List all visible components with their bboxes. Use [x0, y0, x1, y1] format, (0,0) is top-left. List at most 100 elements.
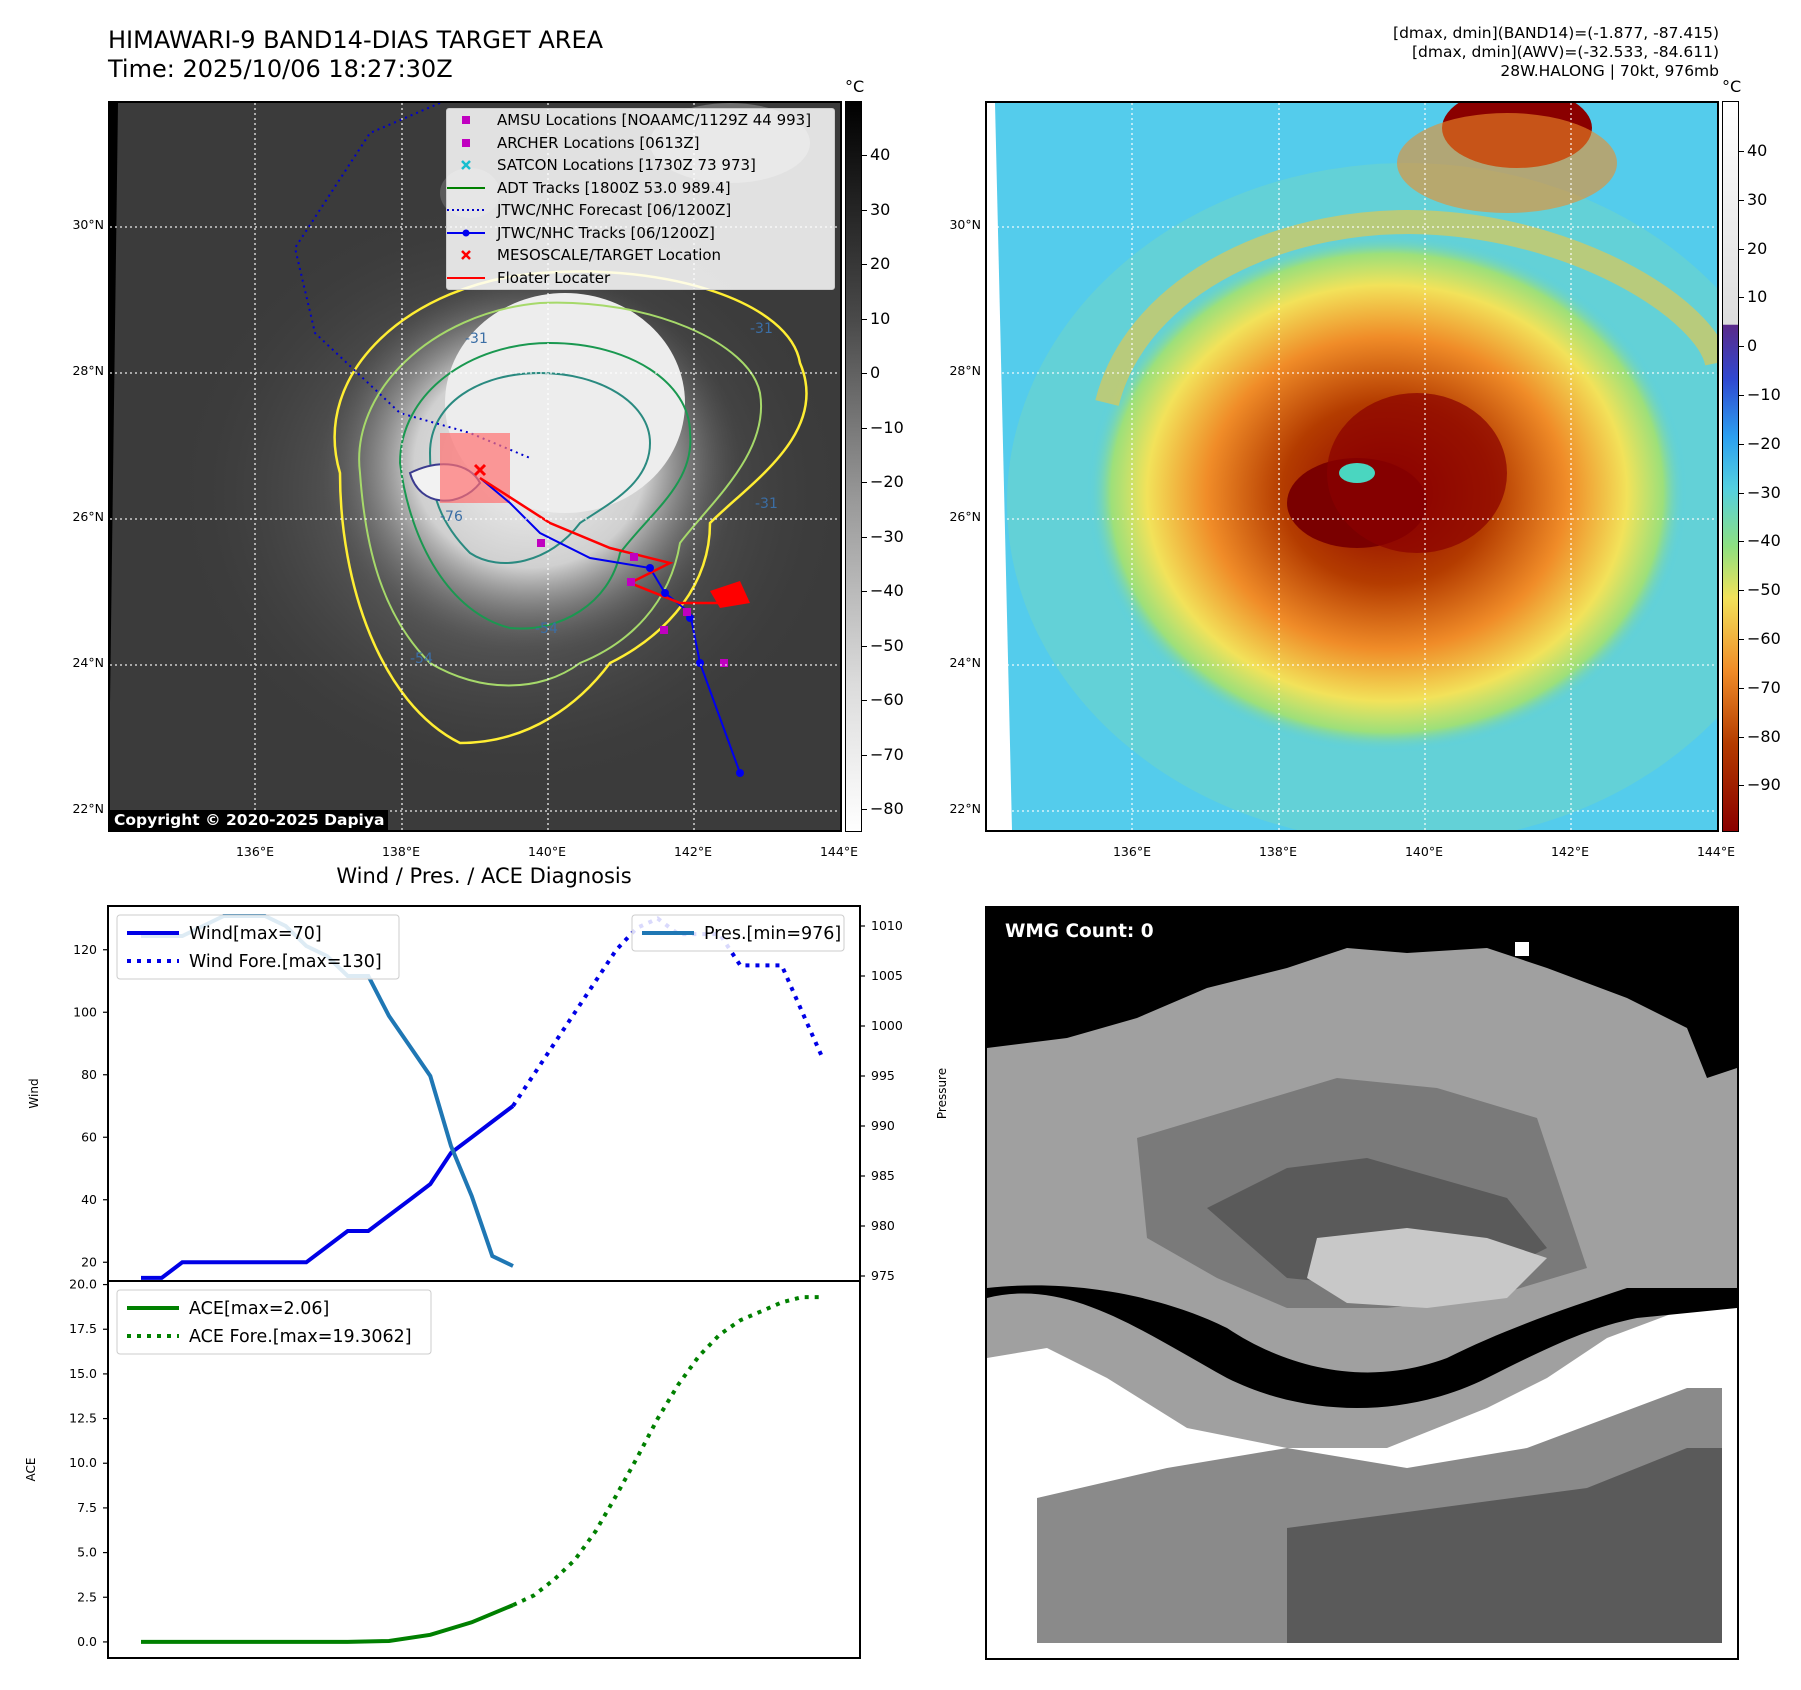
- colorbar-tick-mark: [862, 373, 867, 374]
- pressure-tick-label: 975: [871, 1268, 895, 1283]
- colorbar-tick-label: 0: [870, 363, 881, 382]
- info-storm: 28W.HALONG | 70kt, 976mb: [1500, 62, 1719, 80]
- colorbar-tick-label: −10: [1747, 385, 1781, 404]
- colorbar-tick-label: −50: [1747, 580, 1781, 600]
- ace-tick-label: 7.5: [77, 1500, 97, 1515]
- colorbar-tick-label: 40: [1747, 141, 1768, 160]
- pressure-tick-label: 1005: [871, 968, 903, 983]
- contour-label: -31: [465, 331, 488, 347]
- lat-tick-label: 28°N: [72, 363, 104, 378]
- pressure-legend: Pres.[min=976]: [631, 914, 845, 952]
- colorbar-tick-label: 10: [1747, 287, 1768, 307]
- pressure-tick-label: 995: [871, 1068, 895, 1083]
- colorbar-tick-mark: [1739, 297, 1744, 299]
- legend-label: ARCHER Locations [0613Z]: [497, 133, 700, 152]
- contour-label: -76: [440, 509, 463, 525]
- colorbar-tick-mark: [862, 700, 867, 701]
- colorbar-tick-mark: [862, 209, 867, 211]
- colorbar-tick-mark: [862, 482, 867, 483]
- colorbar-tick-mark: [1739, 346, 1744, 348]
- colorbar-tick-mark: [1739, 785, 1744, 787]
- wind-axis-label: Wind: [27, 1078, 41, 1108]
- legend-label: AMSU Locations [NOAAMC/1129Z 44 993]: [497, 111, 812, 130]
- wind-tick-label: 100: [73, 1004, 97, 1019]
- colorbar-tick-mark: [862, 754, 867, 756]
- pressure-tick-label: 980: [871, 1218, 895, 1233]
- legend-label: JTWC/NHC Tracks [06/1200Z]: [497, 223, 715, 242]
- wmg-image: [987, 908, 1737, 1658]
- lon-tick-label: 138°E: [1258, 844, 1297, 859]
- legend-label: Wind Fore.[max=130]: [189, 952, 382, 972]
- series-line-0: [141, 1104, 515, 1280]
- pressure-tick-label: 1000: [871, 1018, 903, 1033]
- colorbar-tick-mark: [862, 591, 867, 592]
- ace-tick-label: 12.5: [69, 1411, 97, 1426]
- colorbar-tick-mark: [1739, 736, 1744, 738]
- awv-colorbar: [1722, 101, 1739, 832]
- colorbar-tick-label: −40: [1747, 531, 1781, 551]
- lat-tick-label: 30°N: [949, 217, 981, 232]
- awv-map-image: [987, 103, 1717, 830]
- lat-tick-label: 26°N: [949, 509, 981, 524]
- colorbar-tick-label: −50: [870, 635, 904, 655]
- ace-tick-label: 0.0: [77, 1634, 97, 1649]
- info-awv: [dmax, dmin](AWV)=(-32.533, -84.611): [1412, 43, 1719, 61]
- colorbar-tick-label: −20: [1747, 433, 1781, 453]
- colorbar-tick-label: 20: [870, 254, 891, 273]
- legend-marker-icon: [447, 228, 485, 238]
- wind-tick-label: 40: [81, 1192, 97, 1207]
- wind-tick-label: 120: [73, 942, 97, 957]
- lat-tick-label: 28°N: [949, 363, 981, 378]
- ir-colorbar-unit: °C: [845, 77, 865, 96]
- lat-tick-label: 24°N: [72, 655, 104, 670]
- ace-tick-label: 5.0: [77, 1545, 97, 1560]
- colorbar-tick-label: 40: [870, 145, 891, 164]
- ir-colorbar: [845, 101, 862, 832]
- copyright-label: Copyright © 2020-2025 Dapiya: [110, 810, 389, 830]
- legend-entry: MESOSCALE/TARGET Location: [447, 244, 834, 267]
- colorbar-tick-label: −80: [1747, 726, 1781, 746]
- info-band14: [dmax, dmin](BAND14)=(-1.877, -87.415): [1393, 24, 1719, 42]
- wind-tick-label: 80: [81, 1067, 97, 1082]
- legend-label: SATCON Locations [1730Z 73 973]: [497, 156, 756, 175]
- colorbar-tick-mark: [862, 318, 867, 320]
- lon-tick-label: 144°E: [1696, 844, 1735, 859]
- diagnosis-title: Wind / Pres. / ACE Diagnosis: [336, 864, 632, 888]
- colorbar-tick-label: 0: [1747, 336, 1758, 356]
- colorbar-tick-mark: [1739, 590, 1744, 592]
- ace-tick-label: 20.0: [69, 1277, 97, 1292]
- colorbar-tick-mark: [862, 264, 867, 265]
- colorbar-tick-label: −40: [870, 581, 904, 600]
- colorbar-tick-mark: [1739, 395, 1744, 396]
- legend-label: ADT Tracks [1800Z 53.0 989.4]: [497, 178, 731, 197]
- contour-label: -54: [535, 621, 558, 637]
- colorbar-tick-label: −60: [1747, 629, 1781, 648]
- wmg-count-label: WMG Count: 0: [999, 918, 1160, 945]
- legend-label: ACE Fore.[max=19.3062]: [189, 1327, 412, 1347]
- colorbar-tick-label: −70: [870, 744, 904, 764]
- colorbar-tick-mark: [1739, 492, 1744, 494]
- legend-entry: Floater Locater: [447, 267, 834, 290]
- legend-entry: ARCHER Locations [0613Z]: [447, 132, 834, 155]
- colorbar-tick-label: −30: [870, 526, 904, 546]
- legend-marker-icon: [447, 158, 485, 172]
- colorbar-tick-mark: [1739, 248, 1744, 250]
- colorbar-tick-mark: [1739, 151, 1744, 152]
- pressure-axis-label: Pressure: [935, 1068, 949, 1119]
- legend-label: Floater Locater: [497, 268, 611, 287]
- colorbar-tick-mark: [1739, 541, 1744, 543]
- pressure-tick-label: 985: [871, 1168, 895, 1183]
- legend-marker-icon: [447, 136, 485, 150]
- legend-label: JTWC/NHC Forecast [06/1200Z]: [497, 201, 732, 220]
- lat-tick-label: 30°N: [72, 217, 104, 232]
- legend-marker-icon: [447, 273, 485, 283]
- ace-axes: [107, 1280, 861, 1659]
- colorbar-tick-mark: [862, 427, 867, 429]
- ace-legend: ACE[max=2.06] ACE Fore.[max=19.3062]: [116, 1289, 432, 1355]
- wmg-panel: WMG Count: 0: [985, 906, 1739, 1660]
- legend-label: Pres.[min=976]: [704, 924, 841, 944]
- lon-tick-label: 142°E: [1550, 844, 1589, 859]
- legend-entry: AMSU Locations [NOAAMC/1129Z 44 993]: [447, 109, 834, 132]
- contour-label: -31: [755, 496, 778, 512]
- colorbar-tick-mark: [1739, 199, 1744, 201]
